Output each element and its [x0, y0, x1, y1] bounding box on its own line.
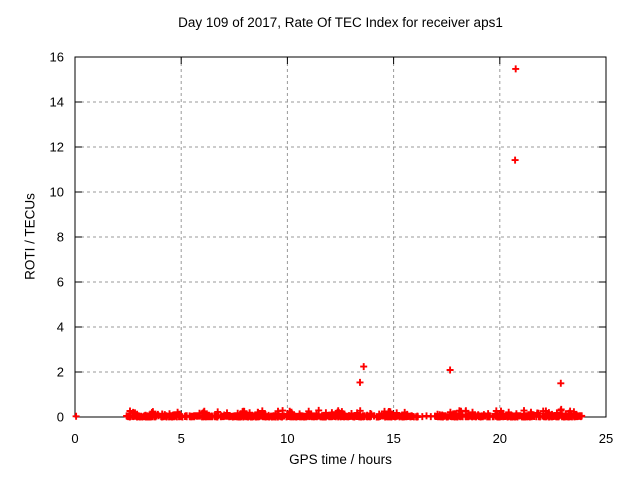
y-tick-label: 14: [50, 95, 64, 110]
y-tick-label: 12: [50, 140, 64, 155]
x-axis-label: GPS time / hours: [289, 452, 392, 467]
y-tick-label: 6: [57, 275, 64, 290]
x-tick-label: 10: [280, 431, 294, 446]
y-tick-label: 16: [50, 50, 64, 65]
y-axis-label: ROTI / TECUs: [22, 193, 38, 280]
x-tick-label: 25: [599, 431, 613, 446]
y-tick-label: 8: [57, 230, 64, 245]
y-tick-label: 0: [57, 410, 64, 425]
chart-title: Day 109 of 2017, Rate Of TEC Index for r…: [178, 15, 503, 30]
x-tick-label: 15: [386, 431, 400, 446]
roti-series-markers: [72, 65, 586, 421]
x-tick-label: 20: [493, 431, 507, 446]
x-tick-label: 5: [178, 431, 185, 446]
tick-labels: 0 2 4 6 8 10 12 14 16 0 5 10 15 20 25: [50, 50, 614, 447]
y-tick-label: 4: [57, 320, 64, 335]
y-tick-label: 2: [57, 365, 64, 380]
gridlines: [75, 57, 606, 417]
x-tick-label: 0: [71, 431, 78, 446]
data-points: [72, 65, 586, 421]
y-tick-label: 10: [50, 185, 64, 200]
